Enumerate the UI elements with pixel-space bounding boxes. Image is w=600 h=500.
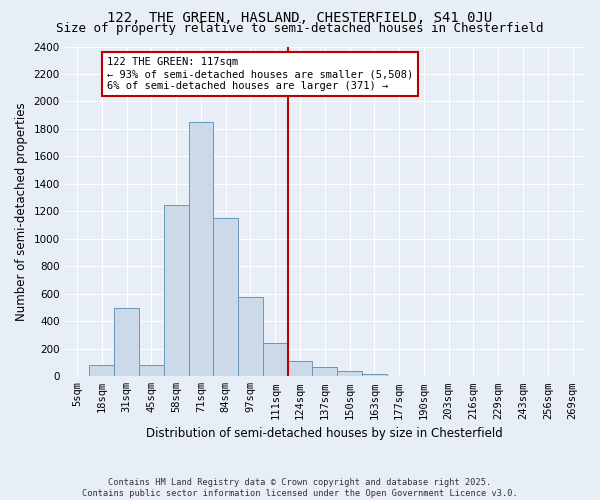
Bar — [89, 366, 114, 376]
Bar — [313, 368, 337, 376]
Bar — [164, 204, 188, 376]
Bar — [214, 218, 238, 376]
Text: Size of property relative to semi-detached houses in Chesterfield: Size of property relative to semi-detach… — [56, 22, 544, 35]
Bar — [287, 360, 313, 376]
Bar — [188, 122, 214, 376]
Bar — [263, 344, 287, 376]
Text: Contains HM Land Registry data © Crown copyright and database right 2025.
Contai: Contains HM Land Registry data © Crown c… — [82, 478, 518, 498]
Bar — [337, 371, 362, 376]
Bar — [139, 366, 164, 376]
Bar — [114, 308, 139, 376]
Y-axis label: Number of semi-detached properties: Number of semi-detached properties — [15, 102, 28, 320]
Bar — [362, 374, 387, 376]
Bar — [238, 296, 263, 376]
Text: 122, THE GREEN, HASLAND, CHESTERFIELD, S41 0JU: 122, THE GREEN, HASLAND, CHESTERFIELD, S… — [107, 11, 493, 25]
Text: 122 THE GREEN: 117sqm
← 93% of semi-detached houses are smaller (5,508)
6% of se: 122 THE GREEN: 117sqm ← 93% of semi-deta… — [107, 58, 413, 90]
X-axis label: Distribution of semi-detached houses by size in Chesterfield: Distribution of semi-detached houses by … — [146, 427, 503, 440]
